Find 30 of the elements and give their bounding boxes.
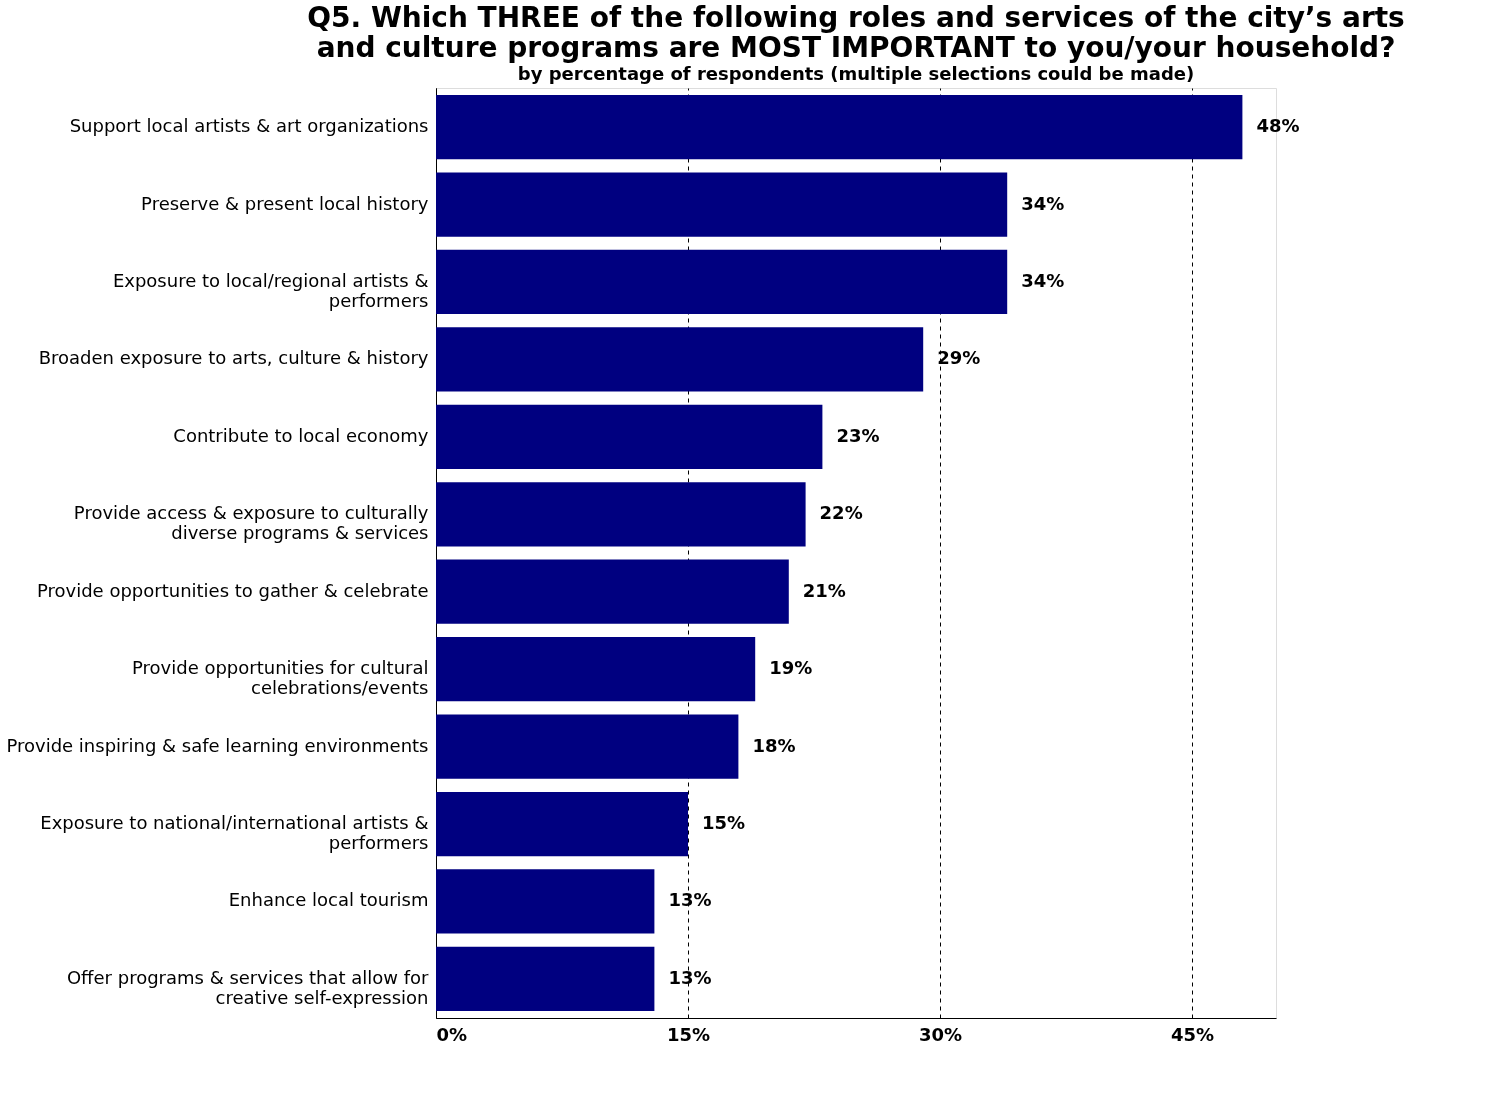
y-tick-label: Broaden exposure to arts, culture & history [38, 347, 429, 369]
data-label: 29% [937, 347, 981, 369]
data-label: 23% [836, 424, 880, 446]
data-label: 22% [819, 502, 863, 524]
data-label: 13% [668, 966, 712, 988]
y-tick-label: Contribute to local economy [173, 424, 429, 446]
x-tick-label: 0% [436, 1023, 468, 1045]
data-label: 21% [802, 579, 846, 601]
chart-title: Q5. Which THREE of the following roles and services of the city’s arts and culture programs are MOST IMPORTANT to you/your household? [307, 1, 1405, 64]
data-label: 48% [1256, 115, 1300, 137]
data-label: 19% [769, 657, 813, 679]
x-tick-label: 15% [666, 1023, 711, 1045]
y-tick-label: Exposure to local/regional artists & performers [112, 269, 429, 311]
y-tick-label: Provide access & exposure to culturally diverse programs & services [73, 502, 429, 544]
data-label: 18% [752, 734, 796, 756]
x-tick-label: 30% [918, 1023, 963, 1045]
y-tick-label: Enhance local tourism [228, 889, 429, 911]
data-label: 15% [702, 812, 746, 834]
y-tick-label: Support local artists & art organizations [69, 115, 429, 137]
y-tick-label: Offer programs & services that allow for creative self-expression [66, 966, 430, 1008]
data-label: 34% [1021, 269, 1065, 291]
data-label: 34% [1021, 192, 1065, 214]
y-tick-label: Preserve & present local history [141, 192, 429, 214]
y-tick-label: Provide opportunities for cultural celebrations/events [132, 657, 429, 699]
y-tick-label: Exposure to national/international artists & performers [40, 812, 429, 854]
x-tick-label: 45% [1170, 1023, 1215, 1045]
chart-subtitle: by percentage of respondents (multiple selections could be made) [517, 63, 1195, 84]
data-label: 13% [668, 889, 712, 911]
y-tick-label: Provide opportunities to gather & celebrate [36, 579, 429, 601]
y-tick-label: Provide inspiring & safe learning environments [6, 734, 429, 756]
